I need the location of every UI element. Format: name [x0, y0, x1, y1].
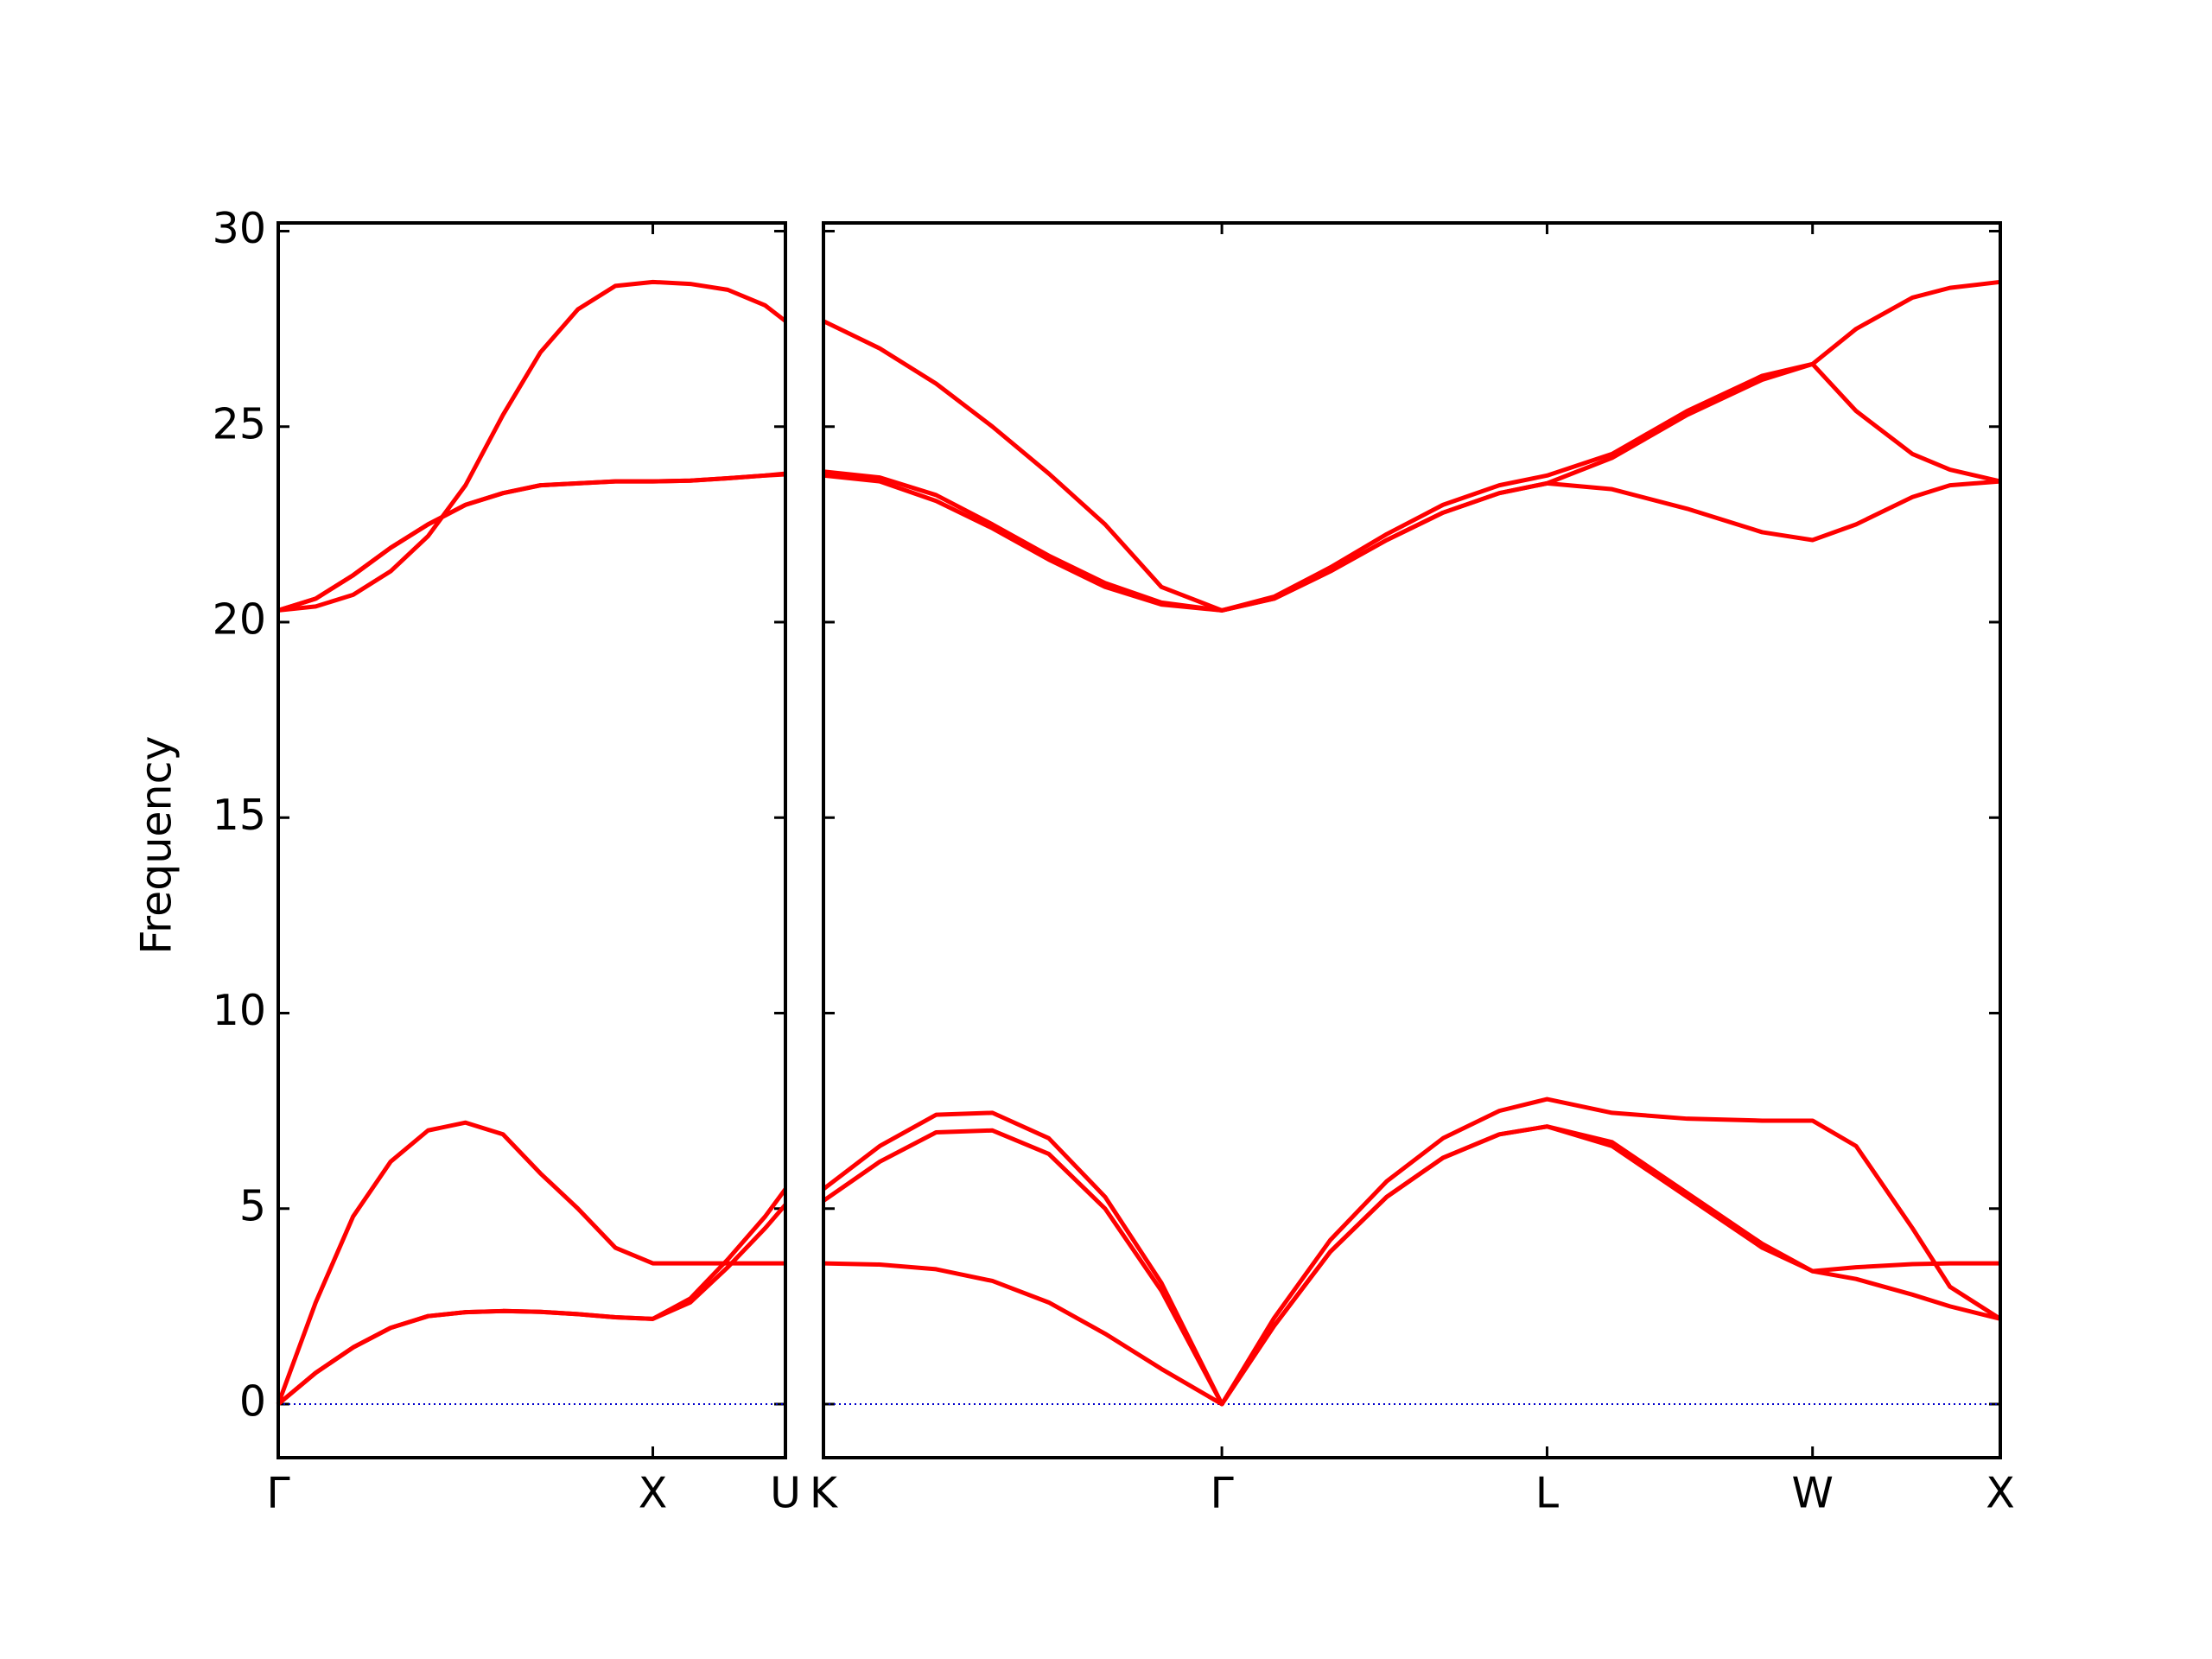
x-tick-label: Γ	[1210, 1469, 1234, 1518]
x-tick-label: X	[639, 1469, 668, 1518]
x-tick-label: W	[1791, 1469, 1833, 1518]
y-tick-label: 5	[239, 1181, 266, 1230]
x-tick-label: K	[810, 1469, 839, 1518]
x-tick-label: U	[770, 1469, 801, 1518]
band-line	[277, 279, 787, 613]
y-axis-label: Frequency	[132, 735, 181, 954]
plot-frame	[822, 221, 2002, 1459]
band-line	[823, 473, 2001, 613]
y-tick-label: 0	[239, 1377, 266, 1427]
band-line	[277, 471, 786, 613]
band-line	[277, 472, 786, 613]
band-line	[276, 1120, 785, 1405]
x-tick-label: L	[1535, 1469, 1560, 1518]
y-tick-label: 30	[213, 204, 266, 253]
x-tick-label: Γ	[266, 1469, 290, 1518]
band-line	[823, 361, 2001, 613]
band-line	[276, 1203, 787, 1406]
band-line	[822, 279, 2001, 613]
band-line	[822, 1096, 2002, 1407]
band-line	[276, 1187, 788, 1406]
x-tick-label: X	[1986, 1469, 2015, 1518]
y-tick-label: 20	[213, 595, 266, 645]
band-line	[823, 1124, 2001, 1407]
y-tick-label: 10	[213, 986, 266, 1035]
y-tick-label: 15	[213, 791, 266, 840]
band-line	[822, 1124, 2000, 1407]
plot-frame	[276, 221, 787, 1459]
y-tick-label: 25	[213, 399, 266, 448]
